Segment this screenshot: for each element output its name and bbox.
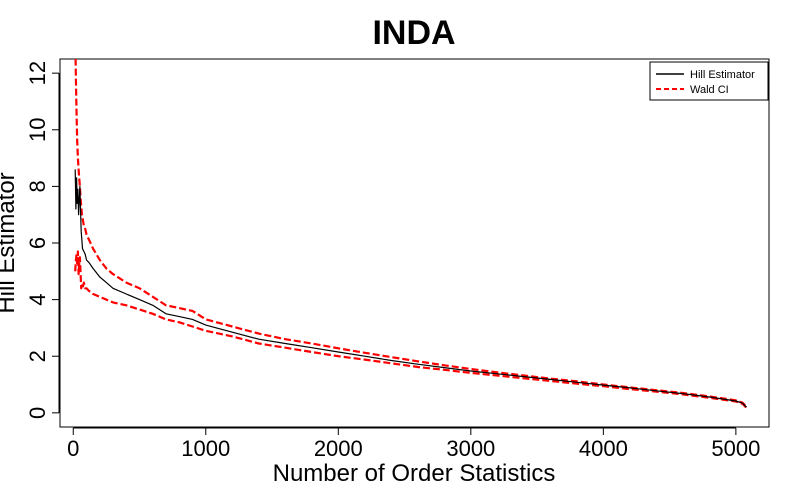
y-tick-label: 4 [25, 293, 50, 305]
y-tick-label: 12 [25, 61, 50, 85]
y-tick-label: 0 [25, 407, 50, 419]
legend: Hill Estimator Wald CI [649, 61, 769, 101]
series-line-wald-ci-lower [74, 250, 748, 409]
y-axis: 0 2 4 6 8 10 12 [25, 61, 60, 419]
legend-label-wald: Wald CI [690, 84, 729, 96]
x-tick-label: 0 [67, 436, 79, 461]
chart-title: INDA [372, 14, 455, 52]
y-tick-label: 10 [25, 118, 50, 142]
series-line-wald-ci-upper [74, 59, 748, 408]
y-tick-label: 6 [25, 237, 50, 249]
y-axis-label-group: Hill Estimator [0, 172, 20, 313]
x-tick-label: 1000 [181, 436, 230, 461]
x-tick-label: 2000 [314, 436, 363, 461]
y-tick-label: 8 [25, 180, 50, 192]
legend-label-hill: Hill Estimator [690, 69, 755, 81]
series-line-hill-estimator [74, 169, 747, 408]
series-layer [74, 59, 748, 409]
x-tick-label: 4000 [579, 436, 628, 461]
x-axis-label: Number of Order Statistics [273, 460, 556, 487]
x-tick-label: 3000 [446, 436, 495, 461]
legend-box [649, 61, 769, 101]
y-tick-label: 2 [25, 350, 50, 362]
y-axis-label: Hill Estimator [0, 172, 20, 313]
x-tick-label: 5000 [711, 436, 760, 461]
x-axis: 0 1000 2000 3000 4000 5000 [67, 427, 760, 461]
plot-frame [59, 58, 770, 428]
